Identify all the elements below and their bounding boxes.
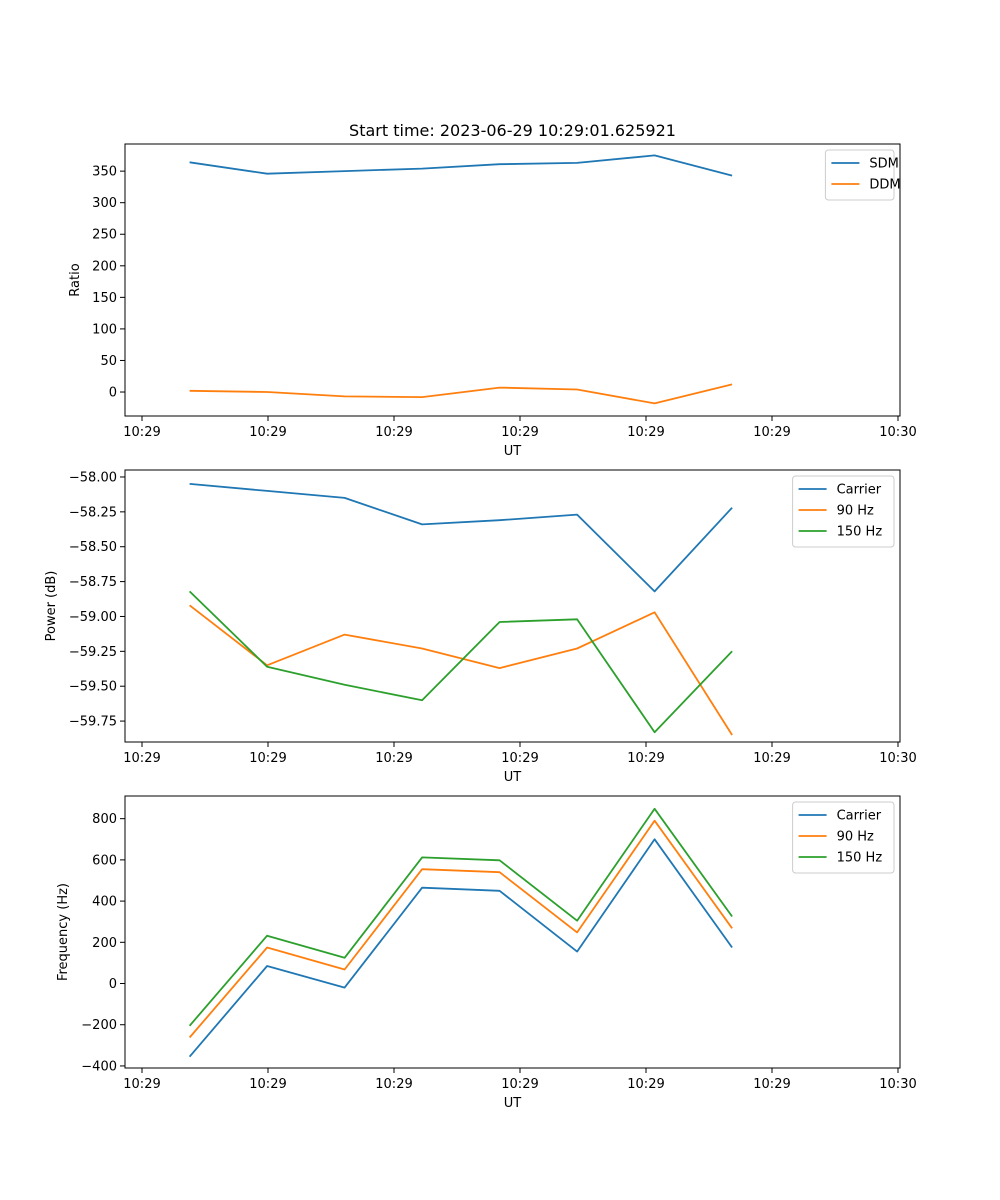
x-axis-label: UT [504,770,522,785]
y-tick-label: −200 [81,1018,117,1033]
y-tick-label: −400 [81,1059,117,1074]
x-tick-label: 10:29 [627,751,664,766]
y-axis-label: Ratio [68,263,83,296]
series-line-ddm [189,383,733,405]
x-tick-label: 10:29 [501,1077,538,1092]
y-tick-label: −58.75 [69,575,117,590]
y-tick-label: 600 [92,853,117,868]
legend: Carrier 90 Hz 150 Hz [792,801,895,874]
legend-label: Carrier [837,483,882,498]
plot-area [124,143,901,417]
chart-panel-1: 10:29 10:29 10:29 10:29 10:29 10:29 10:30 UT 0 50… [68,121,917,459]
y-axis: −400 −200 0 200 400 600 800 [81,812,125,1074]
x-tick-label: 10:29 [501,425,538,440]
series-line-sdm [189,154,733,177]
series-line-90-hz [188,819,733,1039]
chart-title: Start time: 2023-06-29 10:29:01.625921 [349,121,676,140]
legend-label: 90 Hz [837,504,874,519]
x-tick-label: 10:29 [627,425,664,440]
y-tick-label: −59.25 [69,645,117,660]
x-tick-label: 10:29 [375,1077,412,1092]
x-tick-label: 10:29 [123,751,160,766]
series-line-90-hz [189,604,733,736]
y-axis: −58.00 −58.25 −58.50 −58.75 −59.00 −59.25 −59.… [69,470,125,730]
x-tick-label: 10:29 [501,751,538,766]
x-tick-label: 10:29 [123,1077,160,1092]
y-axis-label: Power (dB) [44,571,59,642]
legend-label: 150 Hz [837,525,883,540]
plot-area [124,795,901,1069]
x-tick-label: 10:29 [753,1077,790,1092]
x-axis: 10:29 10:29 10:29 10:29 10:29 10:29 10:30 [123,1068,917,1092]
x-tick-label: 10:29 [375,751,412,766]
y-axis-label: Frequency (Hz) [56,883,71,981]
y-tick-label: −59.00 [69,610,117,625]
series-line-150-hz [188,590,733,734]
x-tick-label: 10:29 [753,425,790,440]
chart-panel-3: 10:29 10:29 10:29 10:29 10:29 10:29 10:30 UT −40… [56,795,917,1111]
x-axis-label: UT [504,444,522,459]
y-tick-label: 150 [92,291,117,306]
x-tick-label: 10:29 [753,751,790,766]
y-tick-label: 350 [92,165,117,180]
y-tick-label: −58.50 [69,540,117,555]
y-tick-label: 800 [92,812,117,827]
y-tick-label: −59.75 [69,715,117,730]
y-tick-label: 0 [109,977,117,992]
legend-label: DDM [869,178,900,193]
x-tick-label: 10:29 [627,1077,664,1092]
y-tick-label: 0 [109,386,117,401]
x-tick-label: 10:29 [123,425,160,440]
y-tick-label: 100 [92,322,117,337]
legend-box [792,475,895,548]
x-tick-label: 10:30 [879,425,916,440]
legend-label: 150 Hz [837,851,883,866]
legend: SDM DDM [824,149,901,201]
y-tick-label: 250 [92,228,117,243]
legend: Carrier 90 Hz 150 Hz [792,475,895,548]
y-tick-label: −59.50 [69,680,117,695]
plot-area [124,469,901,743]
x-tick-label: 10:29 [249,751,286,766]
legend-box [792,801,895,874]
y-tick-label: −58.25 [69,505,117,520]
x-tick-label: 10:29 [375,425,412,440]
legend-label: SDM [869,157,898,172]
x-tick-label: 10:29 [249,425,286,440]
x-tick-label: 10:30 [879,751,916,766]
y-tick-label: 300 [92,196,117,211]
x-tick-label: 10:30 [879,1077,916,1092]
legend-label: 90 Hz [837,830,874,845]
y-tick-label: 200 [92,259,117,274]
y-axis: 0 50 100 150 200 250 300 350 [92,165,125,401]
series-line-150-hz [188,807,733,1027]
x-axis: 10:29 10:29 10:29 10:29 10:29 10:29 10:30 [123,742,917,766]
series-line-carrier [188,838,733,1058]
x-axis: 10:29 10:29 10:29 10:29 10:29 10:29 10:30 [123,416,917,440]
y-tick-label: 50 [100,354,117,369]
x-axis-label: UT [504,1096,522,1111]
y-tick-label: 400 [92,895,117,910]
series-line-carrier [189,483,733,593]
y-tick-label: 200 [92,936,117,951]
x-tick-label: 10:29 [249,1077,286,1092]
legend-label: Carrier [837,809,882,824]
y-tick-label: −58.00 [69,470,117,485]
chart-panel-2: 10:29 10:29 10:29 10:29 10:29 10:29 10:30 UT −58… [44,469,917,785]
